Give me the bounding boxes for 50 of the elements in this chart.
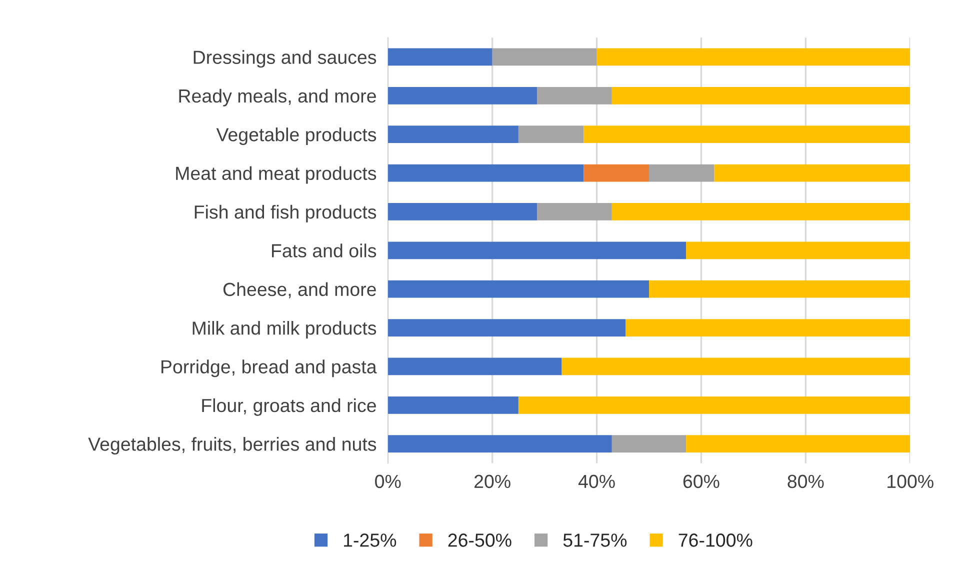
bar [648,164,714,182]
bar [714,164,910,182]
bar [686,435,910,453]
y-tick-label: Fish and fish products [194,204,376,222]
y-tick-label: Milk and milk products [192,321,376,338]
x-tick-label: 80% [788,474,824,488]
y-tick-label: Vegetables, fruits, berries and nuts [88,437,376,455]
y-tick-label: Porridge, bread and pasta [162,360,377,378]
legend-label: 1-25% [344,534,396,547]
bar [686,242,910,260]
y-tick-label: Dressings and sauces [194,50,376,68]
x-tick-label: 0% [375,474,401,488]
bar [388,48,492,66]
legend-label: 26-50% [448,534,512,547]
bar [388,164,584,182]
bar [388,319,626,336]
y-tick-label: Fats and oils [272,244,376,258]
bar [388,126,518,144]
bar [388,358,562,376]
bar [537,86,612,104]
bar [518,126,584,144]
y-tick-label: Ready meals, and more [179,88,376,106]
bar [584,126,910,144]
legend-label: 76-100% [678,534,752,547]
x-tick-label: 40% [578,474,615,488]
bar [388,435,612,453]
bar [612,435,686,453]
y-tick-label: Meat and meat products [176,166,376,184]
bar [518,396,910,414]
bar [562,358,910,376]
legend-label: 51-75% [563,534,627,547]
x-tick-label: 20% [474,474,510,488]
y-tick-label: Vegetable products [216,128,376,146]
bar [388,280,649,298]
bar [388,203,538,220]
bar [612,86,910,104]
bar [388,86,538,104]
x-tick-label: 60% [683,474,720,488]
bar [492,48,597,66]
y-tick-label: Flour, groats and rice [202,398,376,416]
bar [625,319,910,336]
x-tick-label: 100% [888,474,934,488]
bar [612,203,910,220]
bar [584,164,649,182]
bar [388,396,518,414]
bar [596,48,910,66]
y-tick-label: Cheese, and more [223,282,376,298]
bar [388,242,686,260]
bar [648,280,910,298]
bar [537,203,612,220]
